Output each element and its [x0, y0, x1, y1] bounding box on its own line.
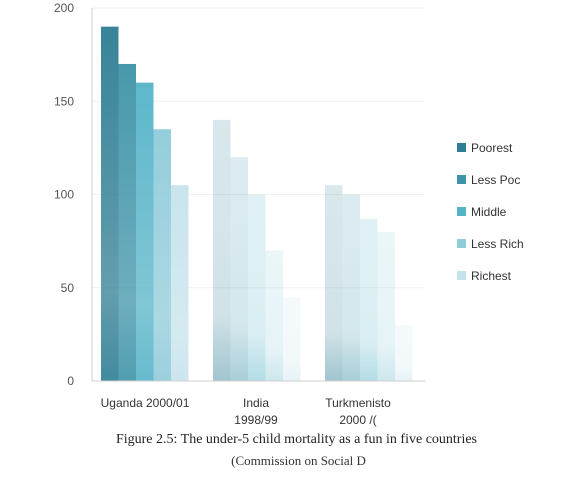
legend-swatch	[457, 143, 466, 152]
bar-middle	[136, 82, 154, 381]
mortality-bar-chart: 0 50 100 150 200 Uganda 2000/01 India 1998/99 Tu…	[54, 1, 524, 427]
y-tick-label: 100	[54, 188, 74, 202]
x-category-label: Turkmenisto	[325, 396, 391, 410]
y-tick-label: 200	[54, 1, 74, 15]
legend-label: Richest	[471, 269, 512, 283]
legend-swatch	[457, 175, 466, 184]
figure-caption: Figure 2.5: The under-5 child mortality …	[115, 432, 478, 447]
legend-label: Poorest	[471, 141, 513, 155]
bar-poorest	[101, 26, 119, 382]
legend-label: Middle	[471, 205, 507, 219]
bars	[101, 26, 413, 382]
bar-middle	[360, 218, 378, 381]
legend: Poorest Less Poc Middle Less Rich Richest	[457, 141, 524, 283]
bar-poorest	[213, 119, 231, 382]
bar-less-rich	[377, 231, 395, 381]
x-category-label: 1998/99	[234, 413, 278, 427]
legend-swatch	[457, 271, 466, 280]
y-tick-label: 50	[61, 281, 75, 295]
legend-swatch	[457, 239, 466, 248]
bar-less-rich	[153, 129, 171, 381]
legend-swatch	[457, 207, 466, 216]
bar-less-rich	[265, 250, 283, 381]
x-category-label: 2000 /(	[339, 413, 376, 427]
bar-less-poc	[230, 157, 248, 381]
bar-less-poc	[342, 194, 360, 381]
legend-label: Less Poc	[471, 173, 520, 187]
bar-richest	[171, 185, 189, 381]
y-tick-label: 0	[67, 374, 74, 388]
figure-source: (Commission on Social D	[231, 453, 366, 468]
bar-poorest	[325, 185, 343, 381]
bar-less-poc	[118, 63, 136, 381]
y-tick-label: 150	[54, 94, 74, 108]
legend-label: Less Rich	[471, 237, 524, 251]
bar-richest	[283, 297, 301, 381]
x-category-label: India	[243, 396, 269, 410]
x-category-label: Uganda 2000/01	[101, 396, 190, 410]
bar-richest	[395, 325, 413, 381]
bar-middle	[248, 194, 266, 381]
axes: 0 50 100 150 200 Uganda 2000/01 India 1998/99 Tu…	[54, 1, 425, 427]
